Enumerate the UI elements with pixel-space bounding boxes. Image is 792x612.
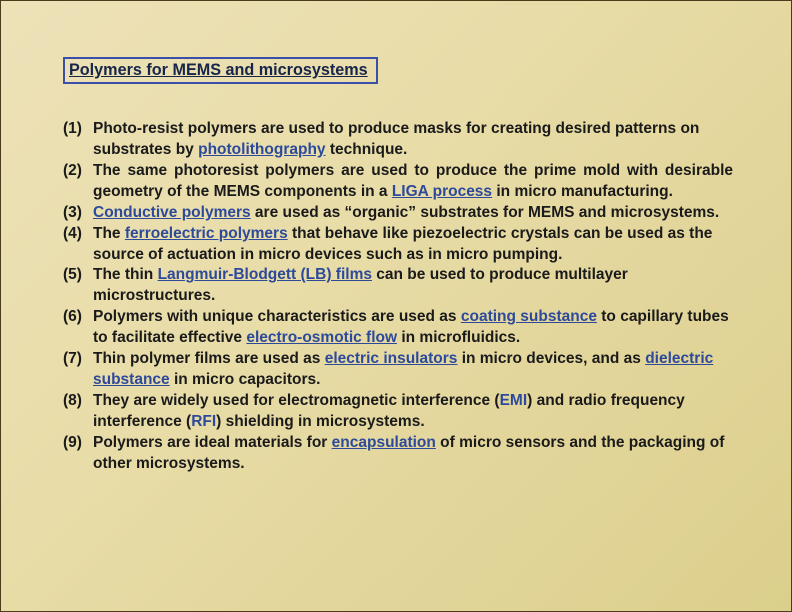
- list-item: (4)The ferroelectric polymers that behav…: [63, 224, 733, 266]
- item-text: Thin polymer films are used as electric …: [93, 349, 733, 391]
- keyword: electro-osmotic flow: [246, 329, 397, 346]
- content-list: (1)Photo-resist polymers are used to pro…: [63, 119, 733, 475]
- keyword: coating substance: [461, 308, 597, 325]
- text-run: The: [93, 225, 125, 242]
- item-text: Polymers are ideal materials for encapsu…: [93, 433, 733, 475]
- list-item: (9)Polymers are ideal materials for enca…: [63, 433, 733, 475]
- item-text: They are widely used for electromagnetic…: [93, 391, 733, 433]
- title-box: Polymers for MEMS and microsystems: [63, 57, 378, 84]
- keyword: photolithography: [198, 141, 325, 158]
- keyword: ferroelectric polymers: [125, 225, 288, 242]
- item-number: (6): [63, 307, 93, 349]
- text-run: are used as “organic” substrates for MEM…: [251, 204, 720, 221]
- text-run: in micro capacitors.: [170, 371, 321, 388]
- list-item: (6)Polymers with unique characteristics …: [63, 307, 733, 349]
- list-item: (1)Photo-resist polymers are used to pro…: [63, 119, 733, 161]
- text-run: Polymers with unique characteristics are…: [93, 308, 461, 325]
- item-number: (8): [63, 391, 93, 433]
- text-run: in micro devices, and as: [457, 350, 645, 367]
- item-number: (5): [63, 265, 93, 307]
- keyword: EMI: [500, 392, 528, 409]
- item-number: (4): [63, 224, 93, 266]
- item-text: The ferroelectric polymers that behave l…: [93, 224, 733, 266]
- item-number: (1): [63, 119, 93, 161]
- list-item: (3)Conductive polymers are used as “orga…: [63, 203, 733, 224]
- list-item: (8)They are widely used for electromagne…: [63, 391, 733, 433]
- text-run: ) shielding in microsystems.: [216, 413, 424, 430]
- item-text: Photo-resist polymers are used to produc…: [93, 119, 733, 161]
- slide-container: Polymers for MEMS and microsystems (1)Ph…: [0, 0, 792, 612]
- text-run: technique.: [326, 141, 408, 158]
- keyword: encapsulation: [332, 434, 436, 451]
- text-run: They are widely used for electromagnetic…: [93, 392, 500, 409]
- keyword: LIGA process: [392, 183, 492, 200]
- keyword: Langmuir-Blodgett (LB) films: [158, 266, 372, 283]
- text-run: Thin polymer films are used as: [93, 350, 325, 367]
- item-number: (9): [63, 433, 93, 475]
- item-number: (7): [63, 349, 93, 391]
- keyword: Conductive polymers: [93, 204, 251, 221]
- list-item: (5)The thin Langmuir-Blodgett (LB) films…: [63, 265, 733, 307]
- keyword: RFI: [191, 413, 216, 430]
- item-text: The thin Langmuir-Blodgett (LB) films ca…: [93, 265, 733, 307]
- list-item: (7)Thin polymer films are used as electr…: [63, 349, 733, 391]
- text-run: Polymers are ideal materials for: [93, 434, 332, 451]
- text-run: in microfluidics.: [397, 329, 520, 346]
- list-item: (2)The same photoresist polymers are use…: [63, 161, 733, 203]
- keyword: electric insulators: [325, 350, 458, 367]
- item-number: (2): [63, 161, 93, 203]
- text-run: The thin: [93, 266, 158, 283]
- item-text: The same photoresist polymers are used t…: [93, 161, 733, 203]
- item-text: Conductive polymers are used as “organic…: [93, 203, 733, 224]
- slide-title: Polymers for MEMS and microsystems: [69, 61, 368, 79]
- item-number: (3): [63, 203, 93, 224]
- text-run: in micro manufacturing.: [492, 183, 673, 200]
- item-text: Polymers with unique characteristics are…: [93, 307, 733, 349]
